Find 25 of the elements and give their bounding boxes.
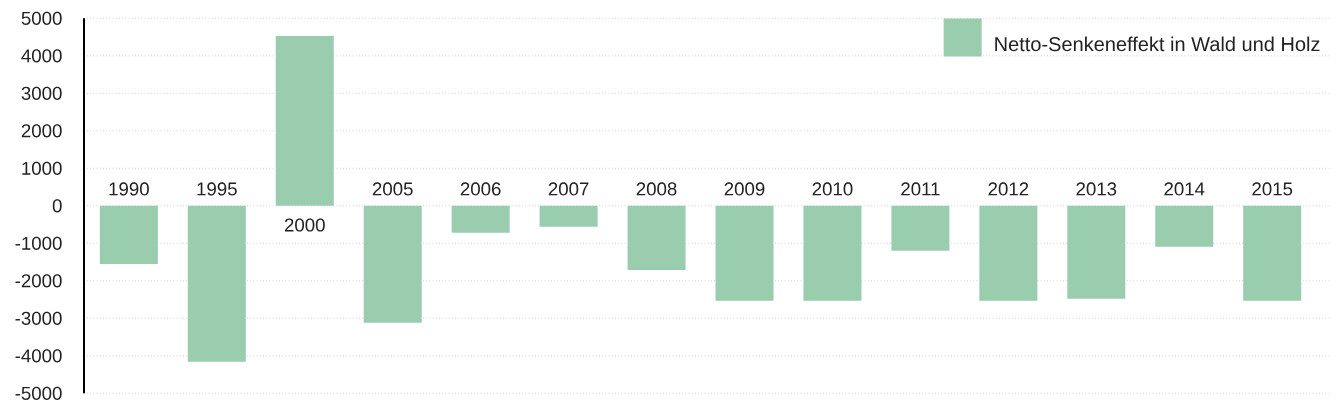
x-tick-label: 2012	[988, 182, 1029, 196]
x-tick-label: 2005	[372, 182, 413, 196]
x-tick-label: 2013	[1076, 182, 1117, 196]
y-tick-label: -4000	[15, 349, 62, 363]
x-tick-label: 2010	[812, 182, 853, 196]
x-tick-label: 1990	[109, 182, 149, 196]
y-tick-label: -2000	[15, 274, 62, 288]
y-tick-label: -1000	[15, 236, 62, 250]
y-tick-label: 3000	[21, 86, 62, 100]
y-tick-label: 0	[52, 199, 62, 213]
y-tick-label: 2000	[21, 124, 62, 138]
x-tick-label: 2009	[724, 182, 765, 196]
x-tick-label: 2007	[548, 182, 589, 196]
x-tick-label: 2011	[901, 182, 940, 196]
legend-label: Netto-Senkeneffekt in Wald und Holz	[995, 36, 1320, 52]
x-tick-label: 2008	[636, 182, 677, 196]
x-tick-label: 2014	[1164, 182, 1205, 196]
y-tick-label: -3000	[15, 311, 62, 325]
y-tick-label: 4000	[21, 49, 62, 63]
x-tick-label: 2015	[1252, 182, 1293, 196]
x-tick-label: 2006	[460, 182, 501, 196]
y-tick-label: 1000	[22, 161, 62, 175]
y-tick-label: -5000	[15, 386, 62, 400]
x-tick-label: 1995	[197, 182, 237, 196]
y-tick-label: 5000	[21, 11, 62, 25]
